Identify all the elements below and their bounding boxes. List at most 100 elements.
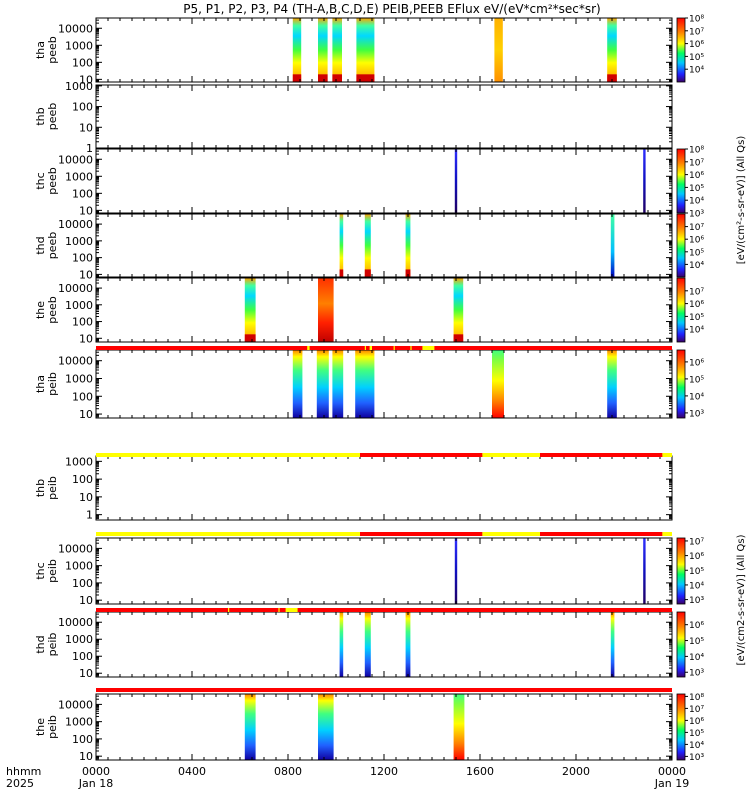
colorbar-tick-label: 10⁴	[689, 197, 704, 207]
spectrogram-interval-lowband	[405, 269, 411, 277]
colorbar-tick-label: 10³	[689, 596, 704, 606]
panel-label-instrument: peeb	[46, 103, 59, 131]
spectrogram-interval	[355, 350, 375, 418]
spectrogram-interval	[405, 214, 411, 277]
xaxis-row1-label: hhmm	[6, 765, 41, 778]
status-segment	[482, 453, 540, 457]
status-segment	[96, 346, 672, 350]
panel-the-peib: 10 100 1000 10000 the peib 10³ 10⁴ 10⁵ 10⁶ 10⁷ 10⁸	[34, 693, 704, 763]
panel-thc-peib: 10 100 1000 10000 thc peib 10³ 10⁴ 10⁵ 10⁶ 10⁷	[34, 537, 704, 607]
status-bar	[96, 608, 672, 612]
y-tick-label: 100	[72, 733, 93, 746]
y-tick-label: 10	[79, 121, 93, 134]
x-tick-date-label: Jan 18	[78, 777, 113, 790]
spectrogram-interval	[607, 350, 617, 418]
spectrogram-interval	[292, 18, 302, 82]
panel-the-peeb: 10 100 1000 10000 the peeb 10⁴ 10⁵ 10⁶ 10⁷	[34, 277, 704, 345]
y-tick-label: 1000	[65, 633, 93, 646]
panel-label-probe: thb	[34, 107, 47, 125]
y-tick-label: 100	[72, 187, 93, 200]
colorbar-tick-label: 10⁶	[689, 171, 704, 181]
spectrogram-interval	[339, 214, 344, 277]
status-segment	[96, 688, 672, 692]
panel-label-probe: thb	[34, 479, 47, 497]
status-segment	[360, 532, 483, 536]
colorbar-tick-label: 10⁴	[689, 653, 704, 663]
xaxis-row2-label: 2025	[6, 777, 34, 790]
status-segment	[482, 532, 540, 536]
status-segment	[96, 453, 360, 457]
y-tick-label: 1000	[65, 39, 93, 52]
colorbar: 10³ 10⁴ 10⁵ 10⁶ 10⁷ 10⁸	[676, 146, 704, 220]
y-tick-label: 100	[72, 473, 93, 486]
y-tick-label: 100	[72, 101, 93, 114]
spectrogram-interval	[453, 278, 464, 342]
colorbar-tick-label: 10⁵	[689, 729, 704, 739]
x-tick-date-label: Jan 19	[654, 777, 689, 790]
spectrogram-interval	[356, 18, 375, 82]
y-tick-label: 100	[72, 56, 93, 69]
colorbar-tick-label: 10⁶	[689, 300, 704, 310]
y-tick-label: 10000	[58, 698, 93, 711]
status-segment	[410, 346, 412, 350]
x-tick-label: 0000	[82, 765, 110, 778]
y-tick-label: 10	[79, 594, 93, 607]
colorbar: 10⁴ 10⁵ 10⁶ 10⁷ 10⁸	[676, 15, 704, 83]
status-bar	[96, 453, 672, 457]
panel-label-probe: the	[34, 718, 47, 736]
spectrogram-interval	[643, 538, 646, 604]
status-bar	[96, 532, 672, 536]
status-segment	[540, 532, 663, 536]
y-tick-label: 1000	[65, 235, 93, 248]
colorbar-unit-label-bottom: [eV/(cm2-s-sr-eV)] (All Qs)	[736, 534, 747, 665]
panel-label-instrument: peib	[46, 633, 59, 657]
colorbar-tick-label: 10⁶	[689, 358, 704, 368]
spectrogram-interval	[494, 18, 503, 82]
y-tick-label: 10000	[58, 218, 93, 231]
y-tick-label: 10	[79, 491, 93, 504]
y-tick-label: 10	[79, 332, 93, 345]
colorbar-scale	[676, 693, 686, 761]
colorbar-tick-label: 10⁷	[689, 287, 704, 297]
panel-label-instrument: peib	[46, 715, 59, 739]
colorbar-tick-label: 10⁵	[689, 248, 704, 258]
status-bar	[96, 688, 672, 692]
panel-frame	[95, 84, 673, 149]
colorbar-scale	[676, 213, 686, 278]
colorbar-scale	[676, 611, 686, 678]
spectrogram-interval	[318, 278, 334, 342]
spectrogram-interval	[318, 694, 334, 760]
spectrogram-interval	[318, 18, 328, 82]
colorbar-tick-label: 10³	[689, 210, 704, 220]
x-tick-label: 0400	[178, 765, 206, 778]
x-tick-label: 0000	[658, 765, 686, 778]
spectrogram-interval-lowband	[453, 334, 464, 342]
y-tick-label: 100	[72, 390, 93, 403]
y-tick-label: 1000	[65, 560, 93, 573]
panel-label-probe: thc	[34, 172, 47, 189]
y-tick-label: 10000	[58, 153, 93, 166]
panel-thd-peib: 10 100 1000 10000 thd peib 10³ 10⁴ 10⁵ 10⁶	[34, 611, 704, 680]
spectrogram-interval-lowband	[607, 74, 617, 82]
panel-tha-peib: 10 100 1000 10000 tha peib 10³ 10⁴ 10⁵ 10⁶	[34, 349, 704, 421]
panel-label-instrument: peib	[46, 559, 59, 583]
y-tick-label: 1000	[65, 299, 93, 312]
panel-label-instrument: peeb	[46, 36, 59, 64]
panel-label-instrument: peeb	[46, 232, 59, 260]
colorbar-scale	[676, 537, 686, 605]
spectrogram-interval	[454, 538, 458, 604]
colorbar-scale	[676, 17, 686, 83]
colorbar-tick-label: 10⁴	[689, 581, 704, 591]
panel-thd-peeb: 10 100 1000 10000 thd peeb 10⁴ 10⁵ 10⁶ 10⁷	[34, 213, 704, 281]
y-tick-label: 100	[72, 577, 93, 590]
spectrogram-interval-lowband	[292, 74, 302, 82]
spectrogram-interval	[364, 612, 371, 677]
status-segment	[228, 608, 230, 612]
y-tick-label: 100	[72, 316, 93, 329]
colorbar: 10⁴ 10⁵ 10⁶ 10⁷	[676, 213, 704, 278]
x-tick-label: 1200	[370, 765, 398, 778]
spectrogram-interval	[244, 694, 256, 760]
